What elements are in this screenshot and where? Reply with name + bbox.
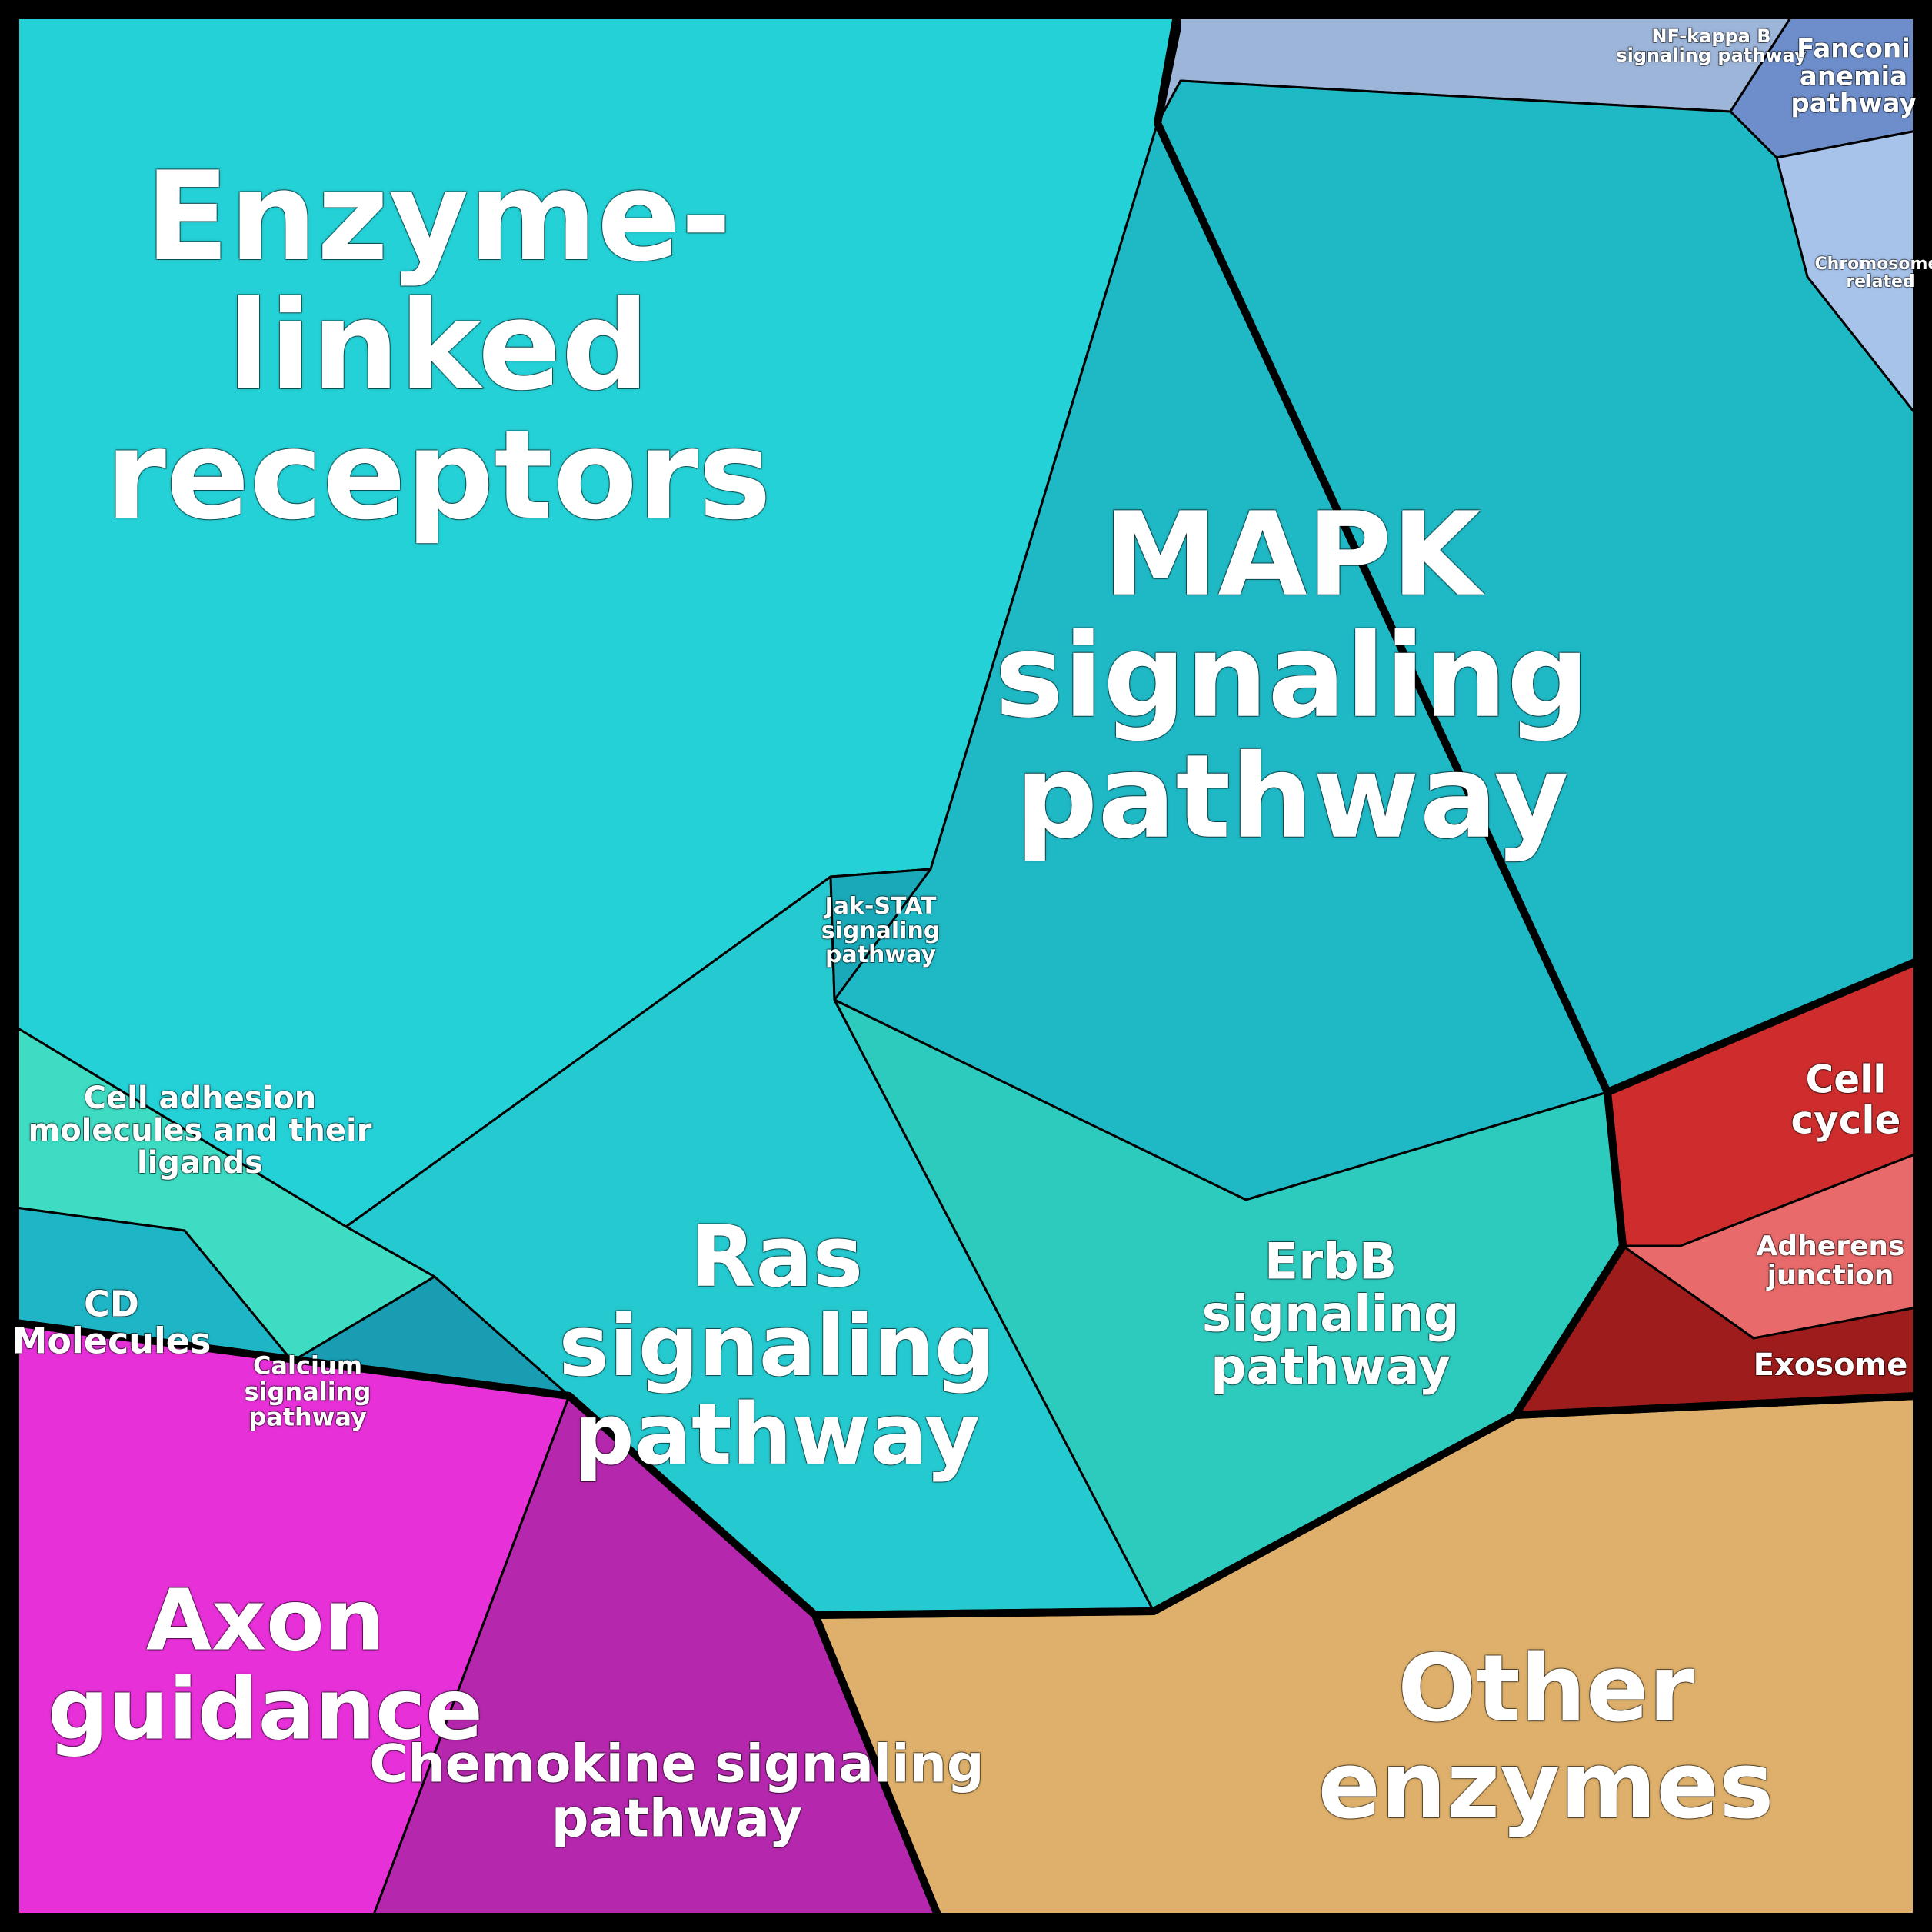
voronoi-treemap: Enzyme- linked receptorsMAPK signaling p… [0,0,1932,1932]
treemap-svg [0,0,1932,1932]
